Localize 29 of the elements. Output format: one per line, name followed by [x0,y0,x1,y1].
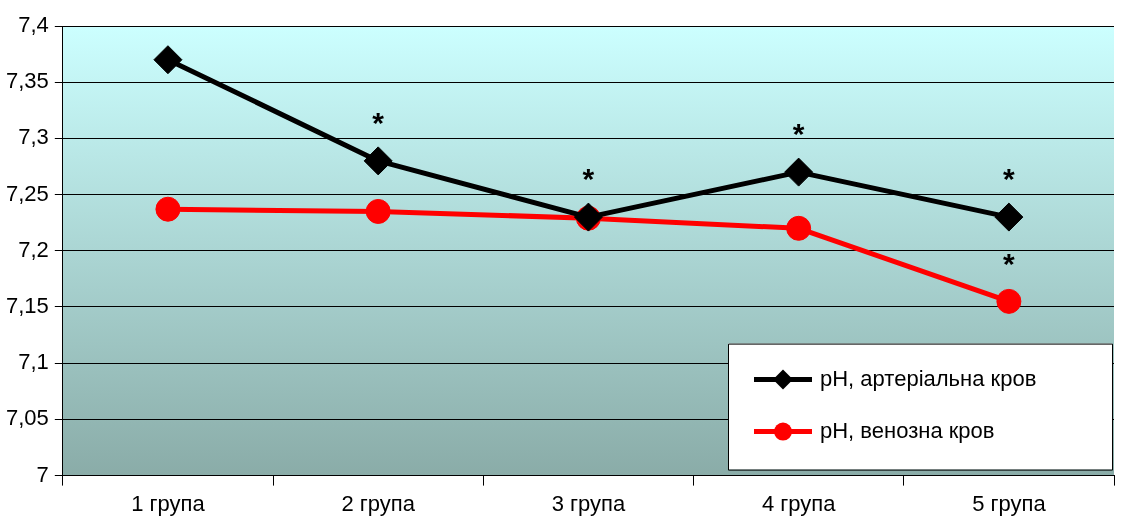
y-tick-label: 7,4 [18,12,49,38]
x-tick-label: 4 група [761,490,837,516]
point [994,202,1024,232]
point [363,146,393,176]
y-tick-label: 7,2 [18,236,49,262]
point [365,198,391,224]
y-tick-label: 7,15 [5,293,49,319]
x-tick-label: 5 група [972,490,1047,516]
legend-label: pH, артеріальна кров [820,365,1037,391]
legend-label: pH, венозна кров [820,417,995,443]
y-tick-label: 7,35 [5,68,49,94]
point [996,288,1022,314]
annotation: * [1003,162,1016,196]
x-tick-label: 3 група [551,490,626,516]
annotation: * [372,106,385,140]
y-tick-label: 7,05 [5,405,49,431]
annotation: * [792,117,805,151]
point [153,45,183,75]
point [155,196,181,222]
point [786,215,812,241]
y-tick-label: 7,25 [5,180,49,206]
y-tick-label: 7,1 [18,349,49,375]
annotation: * [582,162,595,196]
y-tick-label: 7 [36,461,49,487]
point [784,157,814,187]
x-tick-label: 2 група [341,490,416,516]
y-tick-label: 7,3 [18,124,49,150]
annotation: * [1003,246,1016,280]
x-tick-label: 1 група [131,490,206,516]
